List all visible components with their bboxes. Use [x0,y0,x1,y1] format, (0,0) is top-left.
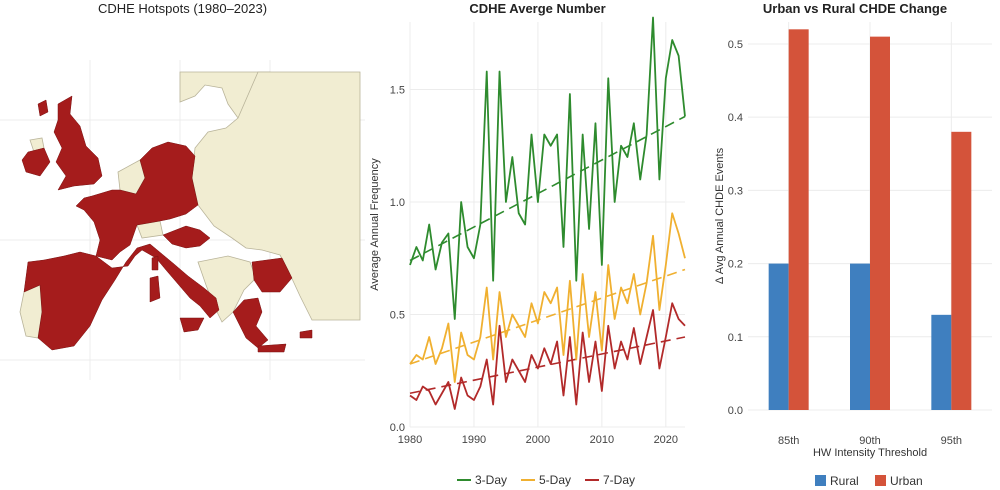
map-hotspot-bulgaria [251,257,293,293]
bar-chart-ytick-label: 0.5 [728,39,743,51]
map-hotspot-shetland [37,99,49,117]
trend-line-3-day [409,115,686,262]
line-chart: 0.0 0.5 1.0 1.5 1980 1990 2000 2010 2020 Average … [369,16,686,487]
line-chart-ytick-label: 0.0 [390,422,405,434]
bar-chart-ytick-label: 0.3 [728,185,743,197]
legend-label-3-day: 3-Day [475,473,507,487]
map-hotspot-corsica [151,255,159,271]
map-hotspot-austria-italy [162,225,211,249]
map-title: CDHE Hotspots (1980–2023) [97,1,268,16]
legend-swatch-rural [815,475,826,486]
map-hotspot-ireland [21,147,51,177]
legend-swatch-urban [875,475,886,486]
map-hotspots [21,95,313,353]
map-hotspot-western-europe [23,141,220,351]
series-line-3-day [409,16,686,320]
series-line-7-day [409,302,686,410]
map-hotspot-sardinia [149,275,161,303]
line-chart-ytick-label: 1.0 [390,197,405,209]
map-hotspot-great-britain [53,95,103,191]
line-chart-ytick-label: 1.5 [390,85,405,97]
line-chart-title: CDHE Averge Number [469,1,606,16]
line-chart-panel: CDHE Averge Number 0.0 0.5 1.0 1.5 1980 1990 2… [365,0,710,490]
europe-map [0,60,365,380]
line-chart-ytick-label: 0.5 [390,310,405,322]
series-line-5-day [409,212,686,383]
bar-chart-ytick-label: 0.0 [728,405,743,417]
bar-chart-panel: Urban vs Rural CHDE Change 0.0 0.1 0.2 0.3 0… [710,0,1000,490]
bar-chart-ytick-label: 0.2 [728,259,743,271]
trend-line-7-day [409,336,686,395]
bar-rural-90th [850,263,870,410]
bar-urban-85th [788,29,809,411]
line-chart-xtick-label: 1990 [462,434,486,446]
line-chart-ylabel: Average Annual Frequency [369,158,381,291]
bar-rural-95th [931,314,952,410]
bar-urban-95th [951,131,972,410]
bar-chart-ylabel: Δ Avg Annual CHDE Events [714,147,726,284]
bar-chart-xtick-label: 90th [859,435,880,447]
legend-label-7-day: 7-Day [603,473,635,487]
legend-label-5-day: 5-Day [539,473,571,487]
map-hotspot-crete [257,343,287,353]
legend-label-rural: Rural [830,474,859,488]
legend-label-urban: Urban [890,474,923,488]
bar-rural-85th [768,263,789,410]
line-chart-xtick-label: 1980 [398,434,422,446]
trend-line-5-day [409,268,686,365]
map-region-portugal [19,284,43,339]
line-chart-xtick-label: 2020 [654,434,678,446]
bar-chart-xtick-label: 85th [778,435,799,447]
map-hotspot-cyprus [299,329,313,339]
line-chart-xtick-label: 2000 [526,434,550,446]
bar-chart-xlabel: HW Intensity Threshold [813,447,927,459]
map-region-eastern-europe [191,71,361,321]
bar-chart: 0.0 0.1 0.2 0.3 0.4 0.5 Δ Avg Annual CHDE Even… [714,22,992,488]
bar-urban-90th [870,36,890,410]
bar-chart-xtick-label: 95th [941,435,962,447]
bar-chart-ytick-label: 0.4 [728,112,743,124]
map-panel: CDHE Hotspots (1980–2023) [0,0,365,490]
bar-chart-ytick-label: 0.1 [728,332,743,344]
bar-chart-title: Urban vs Rural CHDE Change [762,1,948,16]
line-chart-xtick-label: 2010 [590,434,614,446]
map-hotspot-greece [232,297,269,349]
map-land [19,71,361,339]
map-hotspot-sicily [179,317,205,333]
